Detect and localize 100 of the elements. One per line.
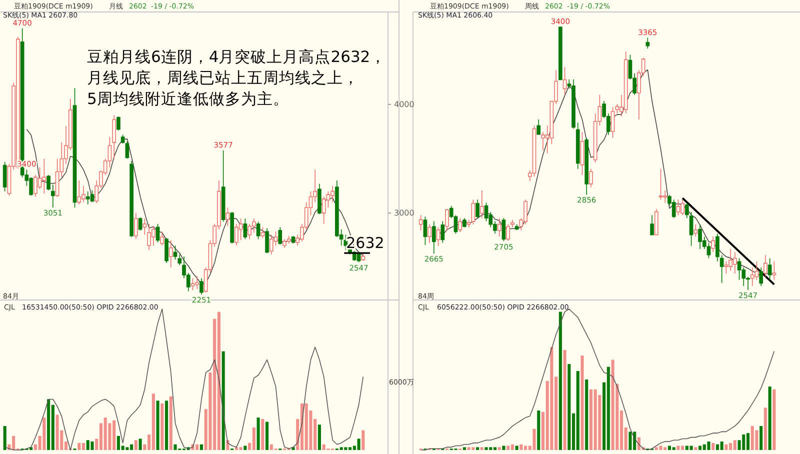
candlestick bbox=[269, 234, 274, 255]
candlestick bbox=[658, 168, 663, 200]
bar bbox=[261, 418, 264, 450]
candlestick bbox=[173, 245, 178, 260]
bar bbox=[56, 414, 59, 450]
bar bbox=[200, 444, 204, 450]
candlestick bbox=[230, 212, 234, 244]
candlestick bbox=[138, 217, 142, 231]
candlestick bbox=[156, 224, 160, 243]
bar bbox=[502, 446, 506, 450]
bar bbox=[90, 442, 94, 450]
candlestick bbox=[510, 219, 514, 228]
bar bbox=[134, 440, 138, 450]
candlestick bbox=[221, 150, 226, 222]
candlestick bbox=[650, 214, 654, 236]
candlestick bbox=[423, 216, 428, 246]
candlestick bbox=[584, 138, 589, 196]
candlestick bbox=[195, 276, 200, 290]
bar bbox=[265, 422, 269, 450]
candlestick bbox=[436, 227, 440, 246]
y-tick-label: 3000 bbox=[394, 208, 414, 218]
candlestick bbox=[200, 278, 204, 295]
y-tick-label: 4000 bbox=[394, 100, 414, 109]
bar bbox=[568, 364, 571, 450]
bar bbox=[628, 432, 632, 450]
bar bbox=[563, 350, 566, 450]
candlestick bbox=[536, 119, 541, 136]
candlestick bbox=[168, 240, 173, 268]
candlestick bbox=[164, 238, 168, 264]
bar bbox=[357, 438, 360, 450]
candlestick bbox=[646, 37, 650, 49]
candlestick bbox=[711, 236, 716, 252]
candlestick bbox=[624, 51, 628, 114]
candlestick bbox=[471, 199, 476, 225]
candlestick bbox=[72, 88, 77, 208]
bar bbox=[746, 433, 750, 450]
candlestick bbox=[772, 260, 776, 280]
bar bbox=[532, 428, 536, 450]
candlestick bbox=[506, 224, 510, 242]
annotation: 5周均线附近逢低做多为主。 bbox=[87, 90, 289, 108]
bar bbox=[760, 426, 763, 450]
candlestick bbox=[732, 252, 737, 274]
bar bbox=[152, 394, 155, 450]
bar bbox=[510, 444, 514, 450]
candlestick bbox=[178, 254, 182, 266]
bar bbox=[126, 447, 129, 450]
candlestick bbox=[112, 114, 116, 160]
candlestick bbox=[476, 199, 480, 219]
candlestick bbox=[689, 212, 694, 246]
candlestick bbox=[46, 174, 50, 191]
bar bbox=[480, 447, 484, 450]
candlestick bbox=[462, 218, 466, 228]
candlestick bbox=[562, 66, 567, 96]
candlestick bbox=[768, 258, 772, 280]
bar bbox=[606, 366, 610, 450]
bar bbox=[138, 438, 142, 450]
bar bbox=[160, 403, 164, 450]
bar bbox=[244, 446, 247, 450]
bar bbox=[47, 399, 50, 450]
candlestick bbox=[278, 226, 282, 245]
bar bbox=[515, 446, 518, 450]
candlestick bbox=[759, 267, 764, 286]
bar bbox=[576, 371, 580, 450]
bar bbox=[222, 351, 225, 450]
candlestick bbox=[589, 168, 593, 188]
candlestick bbox=[458, 218, 462, 232]
candlestick bbox=[130, 160, 134, 238]
bar bbox=[676, 446, 680, 450]
bar bbox=[764, 408, 767, 450]
bar bbox=[755, 430, 758, 450]
candlestick bbox=[514, 224, 519, 230]
bar bbox=[712, 442, 715, 450]
bar bbox=[174, 444, 177, 450]
candlestick bbox=[502, 218, 506, 242]
candlestick bbox=[440, 220, 445, 244]
bar bbox=[672, 447, 676, 450]
candlestick bbox=[428, 224, 432, 244]
bar bbox=[550, 347, 554, 450]
bar bbox=[558, 312, 562, 450]
candlestick bbox=[720, 254, 724, 284]
annotation: 月线见底，周线已站上五周均线之上， bbox=[87, 69, 359, 87]
bar bbox=[733, 440, 736, 450]
bar bbox=[217, 312, 220, 450]
bar bbox=[318, 424, 321, 450]
bar bbox=[362, 430, 365, 450]
candlestick bbox=[134, 212, 138, 240]
candlestick bbox=[90, 190, 94, 203]
bar bbox=[537, 410, 540, 450]
candlestick bbox=[432, 220, 436, 254]
candlestick bbox=[42, 158, 46, 194]
bar bbox=[156, 400, 160, 450]
candlestick bbox=[286, 235, 291, 244]
candlestick bbox=[50, 184, 55, 208]
candlestick bbox=[226, 207, 230, 226]
bar bbox=[322, 444, 326, 450]
bar bbox=[239, 447, 242, 450]
candlestick bbox=[684, 202, 689, 219]
bar bbox=[78, 442, 81, 450]
candlestick bbox=[151, 226, 156, 246]
bar bbox=[82, 442, 86, 450]
